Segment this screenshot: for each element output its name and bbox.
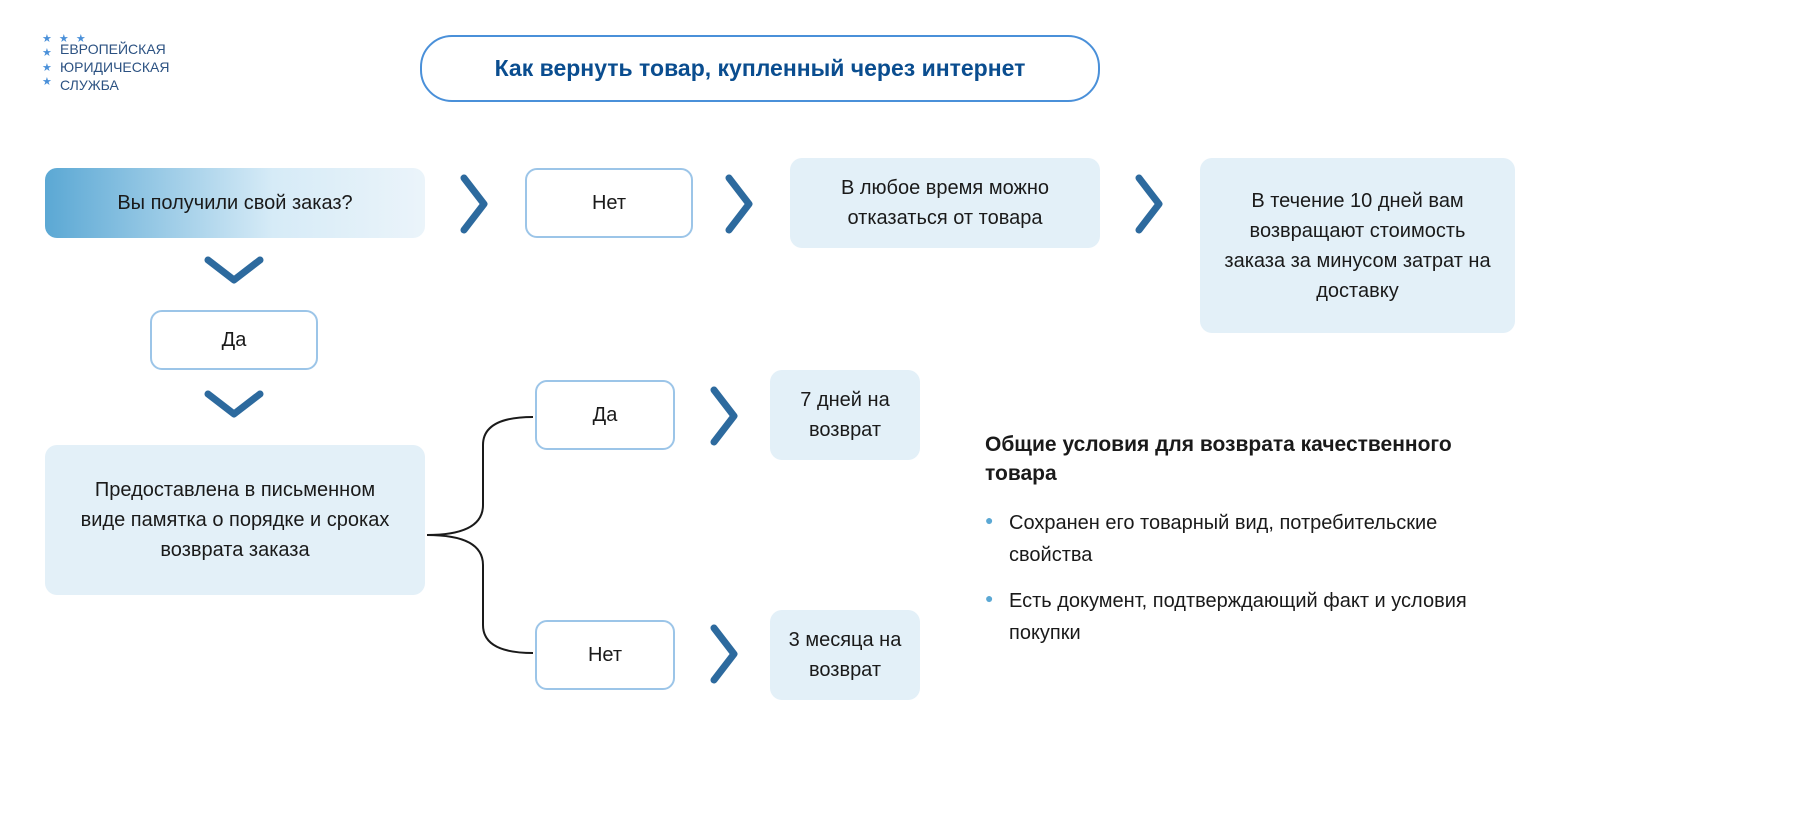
node-7days: 7 дней на возврат bbox=[770, 370, 920, 460]
chevron-right-icon bbox=[710, 386, 740, 446]
conditions-item: Сохранен его товарный вид, потребительск… bbox=[985, 507, 1525, 571]
conditions-section: Общие условия для возврата качественного… bbox=[985, 430, 1525, 663]
chevron-right-icon bbox=[460, 174, 490, 234]
chevron-down-icon bbox=[204, 390, 264, 420]
logo: ★ ★ ★★★★ ЕВРОПЕЙСКАЯ ЮРИДИЧЕСКАЯ СЛУЖБА bbox=[60, 40, 169, 95]
chevron-right-icon bbox=[725, 174, 755, 234]
node-label: Нет bbox=[588, 640, 622, 670]
node-yes-1: Да bbox=[150, 310, 318, 370]
logo-stars: ★ ★ ★★★★ bbox=[42, 32, 88, 89]
node-label: Да bbox=[222, 325, 247, 355]
node-anytime: В любое время можно отказаться от товара bbox=[790, 158, 1100, 248]
node-no-1: Нет bbox=[525, 168, 693, 238]
chevron-right-icon bbox=[710, 624, 740, 684]
node-question-memo: Предоставлена в письменном виде памятка … bbox=[45, 445, 425, 595]
node-yes-2: Да bbox=[535, 380, 675, 450]
node-label: В любое время можно отказаться от товара bbox=[805, 173, 1085, 233]
node-label: Да bbox=[593, 400, 618, 430]
conditions-list: Сохранен его товарный вид, потребительск… bbox=[985, 507, 1525, 649]
node-label: В течение 10 дней вам возвращают стоимос… bbox=[1220, 186, 1495, 306]
node-label: Предоставлена в письменном виде памятка … bbox=[70, 475, 400, 565]
node-question-received: Вы получили свой заказ? bbox=[45, 168, 425, 238]
chevron-down-icon bbox=[204, 256, 264, 286]
node-label: 7 дней на возврат bbox=[770, 385, 920, 445]
bracket-connector bbox=[425, 415, 535, 655]
node-no-2: Нет bbox=[535, 620, 675, 690]
page-title: Как вернуть товар, купленный через интер… bbox=[420, 35, 1100, 102]
conditions-title: Общие условия для возврата качественного… bbox=[985, 430, 1525, 489]
conditions-item: Есть документ, подтверждающий факт и усл… bbox=[985, 585, 1525, 649]
node-label: Нет bbox=[592, 188, 626, 218]
node-label: Вы получили свой заказ? bbox=[117, 188, 352, 218]
chevron-right-icon bbox=[1135, 174, 1165, 234]
node-3months: 3 месяца на возврат bbox=[770, 610, 920, 700]
node-refund: В течение 10 дней вам возвращают стоимос… bbox=[1200, 158, 1515, 333]
node-label: 3 месяца на возврат bbox=[770, 625, 920, 685]
